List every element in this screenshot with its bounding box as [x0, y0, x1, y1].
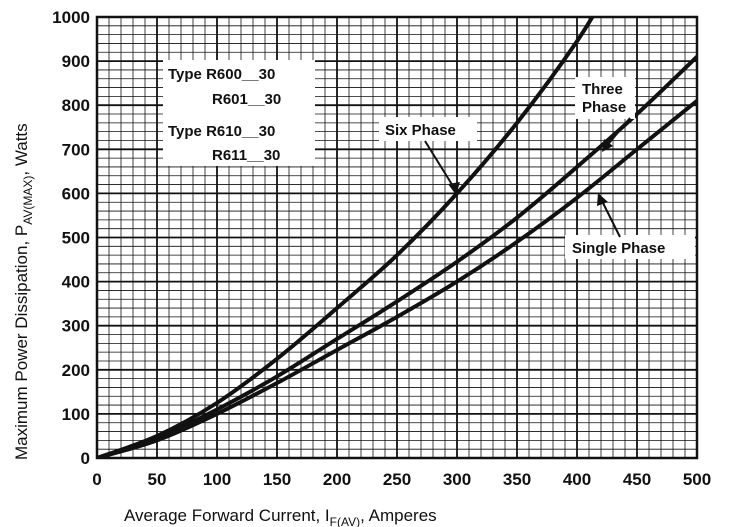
six-phase-annotation: Six Phase: [379, 117, 477, 195]
series-line-three-phase: [97, 54, 697, 458]
x-tick-label: 250: [383, 470, 411, 489]
y-tick-label: 500: [62, 229, 90, 248]
x-tick-label: 0: [92, 470, 101, 489]
y-tick-label: 800: [62, 96, 90, 115]
y-tick-label: 0: [81, 449, 90, 468]
three-phase-label-1: Three: [582, 81, 623, 98]
x-tick-label: 300: [443, 470, 471, 489]
y-tick-label: 300: [62, 317, 90, 336]
curves: [97, 17, 697, 458]
plot-frame: [95, 15, 699, 460]
y-tick-label: 1000: [52, 8, 90, 27]
x-tick-label: 200: [323, 470, 351, 489]
legend-line-4: R611__30: [212, 147, 280, 164]
series-line-six-phase: [97, 17, 595, 458]
x-tick-label: 50: [148, 470, 167, 489]
x-tick-label: 350: [503, 470, 531, 489]
legend-line-2: R601__30: [212, 91, 281, 108]
x-tick-label: 100: [203, 470, 231, 489]
x-tick-labels: 0 50 100 150 200 250 300 350 400 450 500: [92, 470, 711, 489]
y-tick-label: 400: [62, 273, 90, 292]
y-tick-label: 600: [62, 184, 90, 203]
six-phase-label: Six Phase: [385, 122, 456, 139]
y-tick-label: 100: [62, 405, 90, 424]
y-axis-title: Maximum Power Dissipation, PAV(MAX), Wat…: [12, 123, 35, 460]
three-phase-label-2: Phase: [582, 99, 626, 116]
series-line-single-phase: [97, 98, 697, 458]
x-tick-label: 400: [563, 470, 591, 489]
y-tick-label: 900: [62, 52, 90, 71]
x-axis-title: Average Forward Current, IF(AV), Amperes: [124, 506, 437, 527]
y-tick-label: 200: [62, 361, 90, 380]
three-phase-annotation: Three Phase: [575, 77, 635, 152]
legend-line-3: Type R610__30: [168, 123, 275, 140]
x-tick-label: 150: [263, 470, 291, 489]
x-tick-label: 450: [623, 470, 651, 489]
y-tick-label: 700: [62, 140, 90, 159]
y-tick-labels: 0 100 200 300 400 500 600 700 800 900 1000: [52, 8, 90, 468]
x-tick-label: 500: [683, 470, 711, 489]
legend-line-1: Type R600__30: [168, 66, 275, 83]
single-phase-annotation: Single Phase: [565, 193, 695, 259]
type-legend: Type R600__30 R601__30 Type R610__30 R61…: [163, 60, 315, 166]
single-phase-label: Single Phase: [572, 240, 665, 257]
